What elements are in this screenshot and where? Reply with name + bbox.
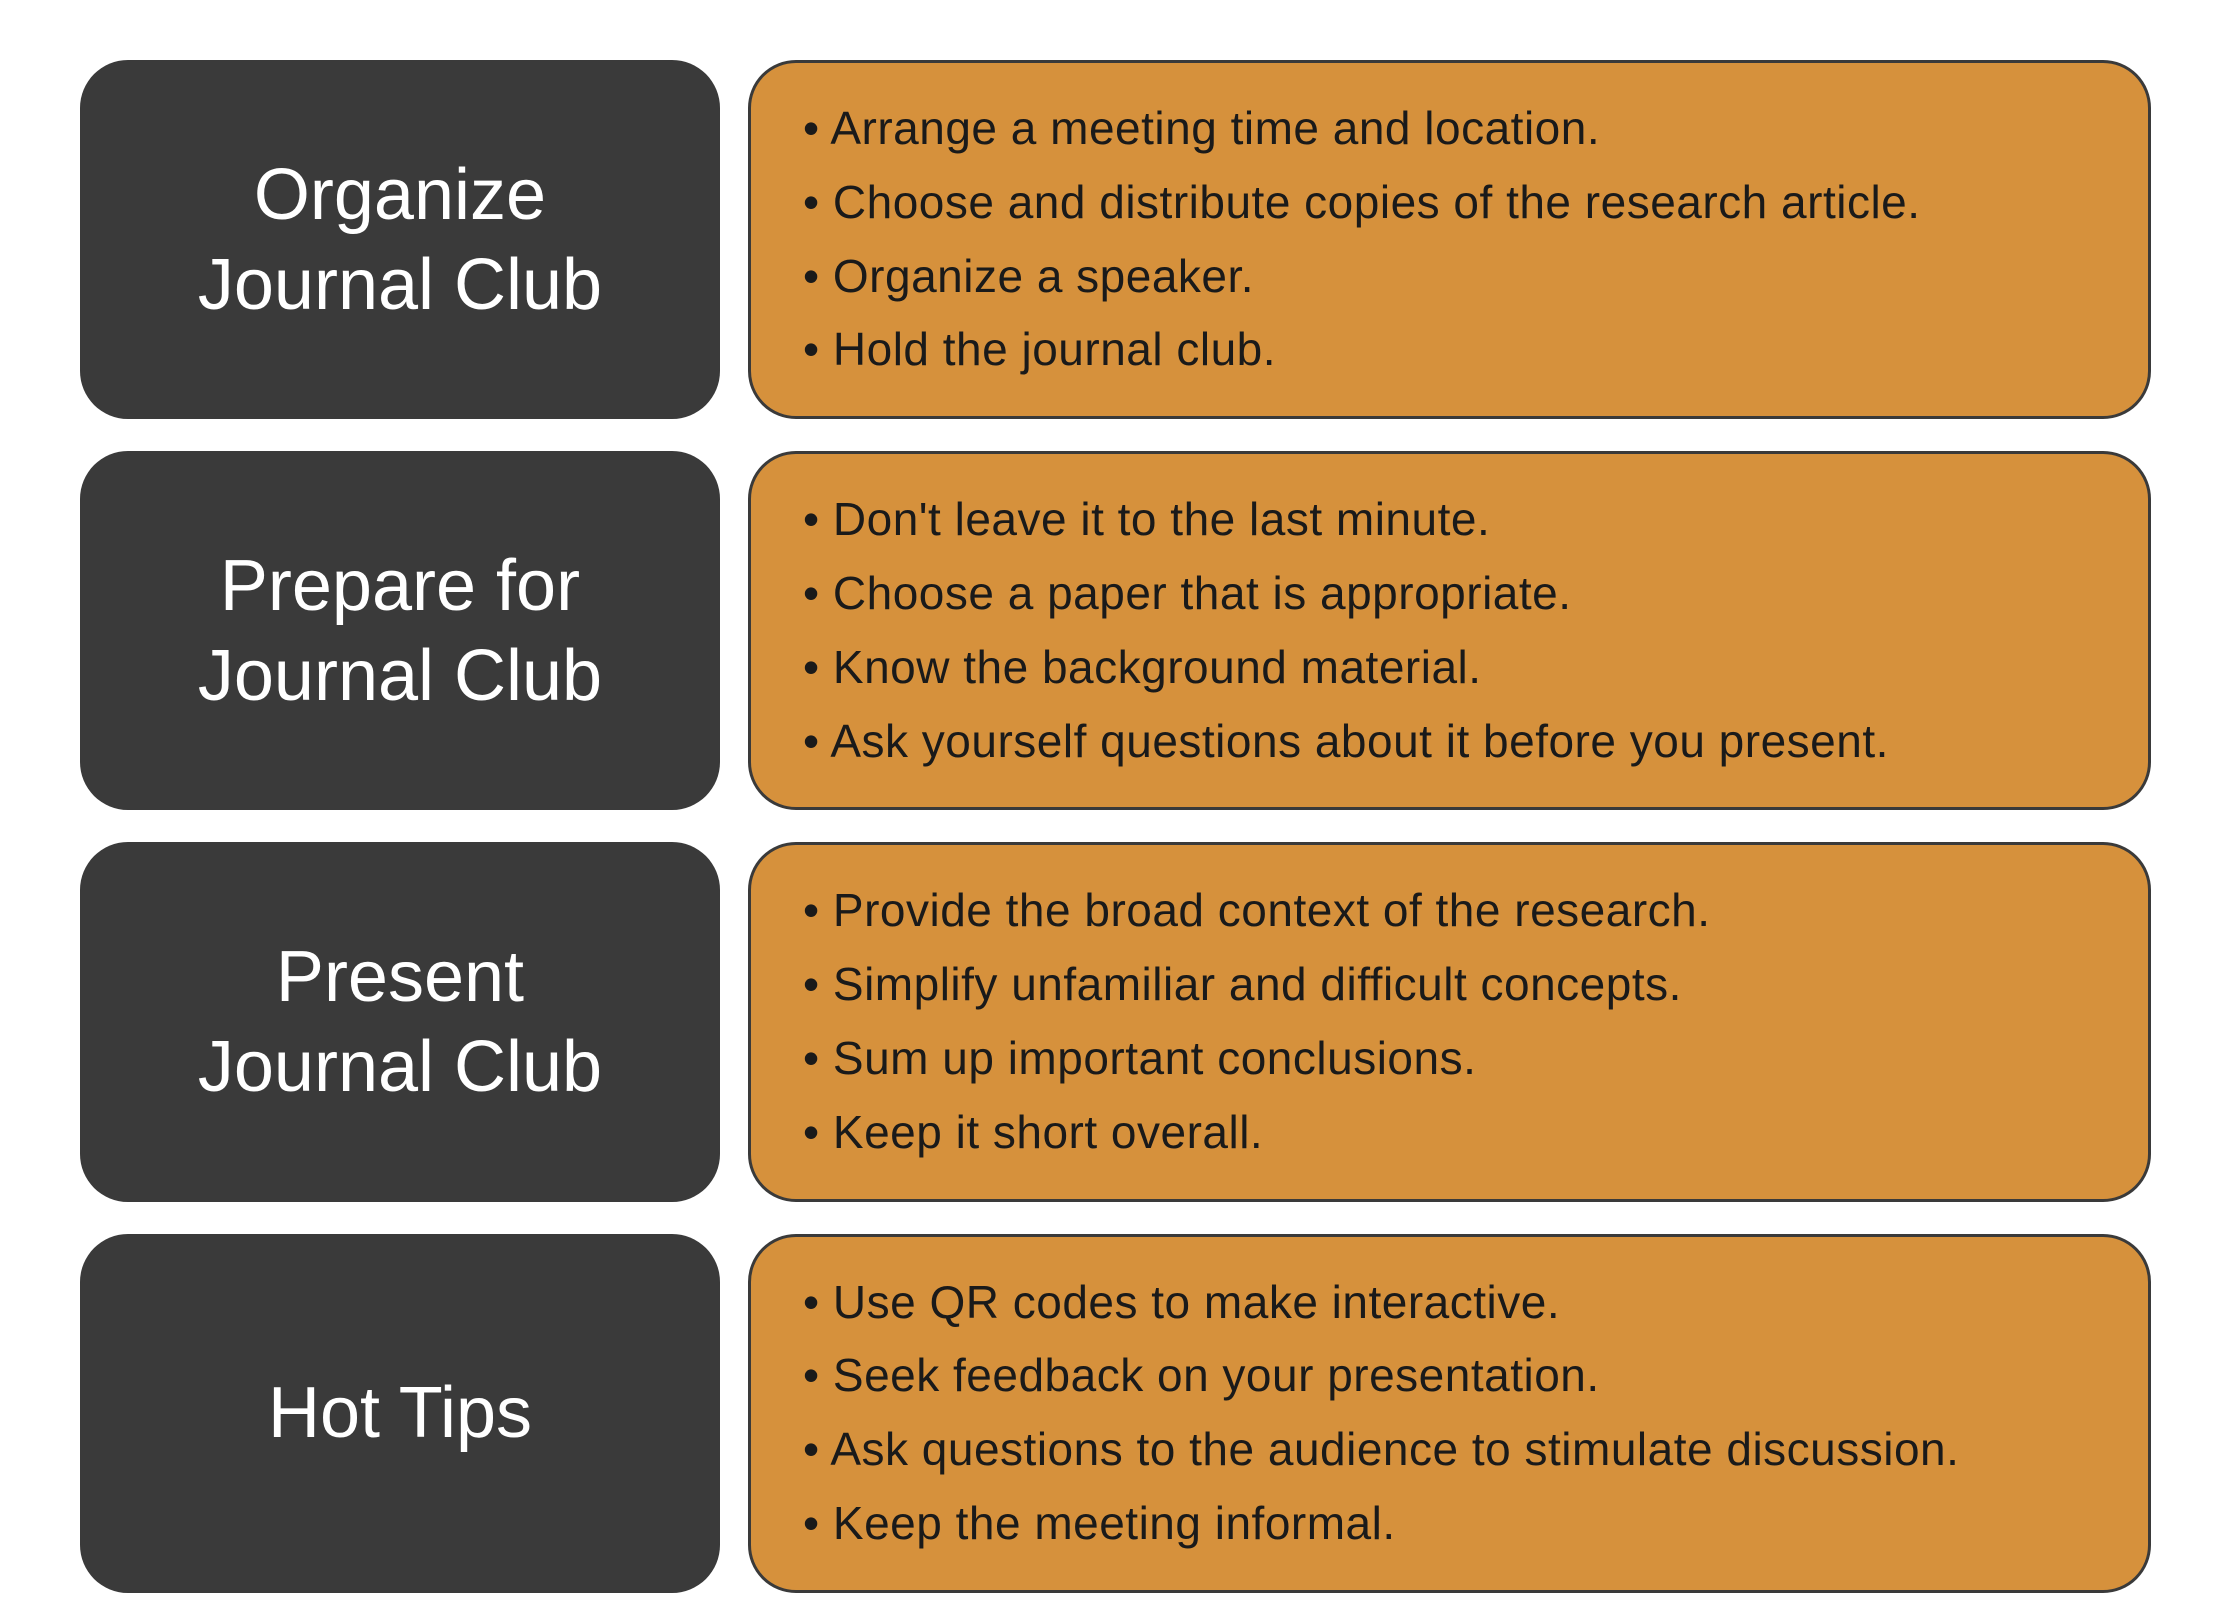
bullet-item: • Keep it short overall. xyxy=(803,1103,2096,1163)
section-row-organize: Organize Journal Club • Arrange a meetin… xyxy=(80,60,2151,419)
bullet-list: • Arrange a meeting time and location. •… xyxy=(803,99,2096,380)
bullet-item: • Seek feedback on your presentation. xyxy=(803,1346,2096,1406)
section-title: Present Journal Club xyxy=(198,932,602,1112)
bullet-item: • Hold the journal club. xyxy=(803,320,2096,380)
bullet-item: • Organize a speaker. xyxy=(803,247,2096,307)
bullet-item: • Choose a paper that is appropriate. xyxy=(803,564,2096,624)
section-row-tips: Hot Tips • Use QR codes to make interact… xyxy=(80,1234,2151,1593)
bullet-list: • Use QR codes to make interactive. • Se… xyxy=(803,1273,2096,1554)
bullet-item: • Sum up important conclusions. xyxy=(803,1029,2096,1089)
bullet-item: • Arrange a meeting time and location. xyxy=(803,99,2096,159)
content-box-prepare: • Don't leave it to the last minute. • C… xyxy=(748,451,2151,810)
infographic-container: Organize Journal Club • Arrange a meetin… xyxy=(80,60,2151,1593)
title-box-present: Present Journal Club xyxy=(80,842,720,1201)
content-box-present: • Provide the broad context of the resea… xyxy=(748,842,2151,1201)
bullet-list: • Provide the broad context of the resea… xyxy=(803,881,2096,1162)
content-box-organize: • Arrange a meeting time and location. •… xyxy=(748,60,2151,419)
bullet-item: • Ask yourself questions about it before… xyxy=(803,712,2096,772)
bullet-item: • Ask questions to the audience to stimu… xyxy=(803,1420,2096,1480)
content-box-tips: • Use QR codes to make interactive. • Se… xyxy=(748,1234,2151,1593)
section-title: Hot Tips xyxy=(268,1368,532,1458)
bullet-item: • Simplify unfamiliar and difficult conc… xyxy=(803,955,2096,1015)
title-box-tips: Hot Tips xyxy=(80,1234,720,1593)
bullet-item: • Keep the meeting informal. xyxy=(803,1494,2096,1554)
section-title: Organize Journal Club xyxy=(198,150,602,330)
bullet-item: • Don't leave it to the last minute. xyxy=(803,490,2096,550)
bullet-item: • Choose and distribute copies of the re… xyxy=(803,173,2096,233)
bullet-item: • Know the background material. xyxy=(803,638,2096,698)
bullet-item: • Provide the broad context of the resea… xyxy=(803,881,2096,941)
section-row-prepare: Prepare for Journal Club • Don't leave i… xyxy=(80,451,2151,810)
title-box-organize: Organize Journal Club xyxy=(80,60,720,419)
bullet-list: • Don't leave it to the last minute. • C… xyxy=(803,490,2096,771)
section-row-present: Present Journal Club • Provide the broad… xyxy=(80,842,2151,1201)
bullet-item: • Use QR codes to make interactive. xyxy=(803,1273,2096,1333)
section-title: Prepare for Journal Club xyxy=(198,541,602,721)
title-box-prepare: Prepare for Journal Club xyxy=(80,451,720,810)
